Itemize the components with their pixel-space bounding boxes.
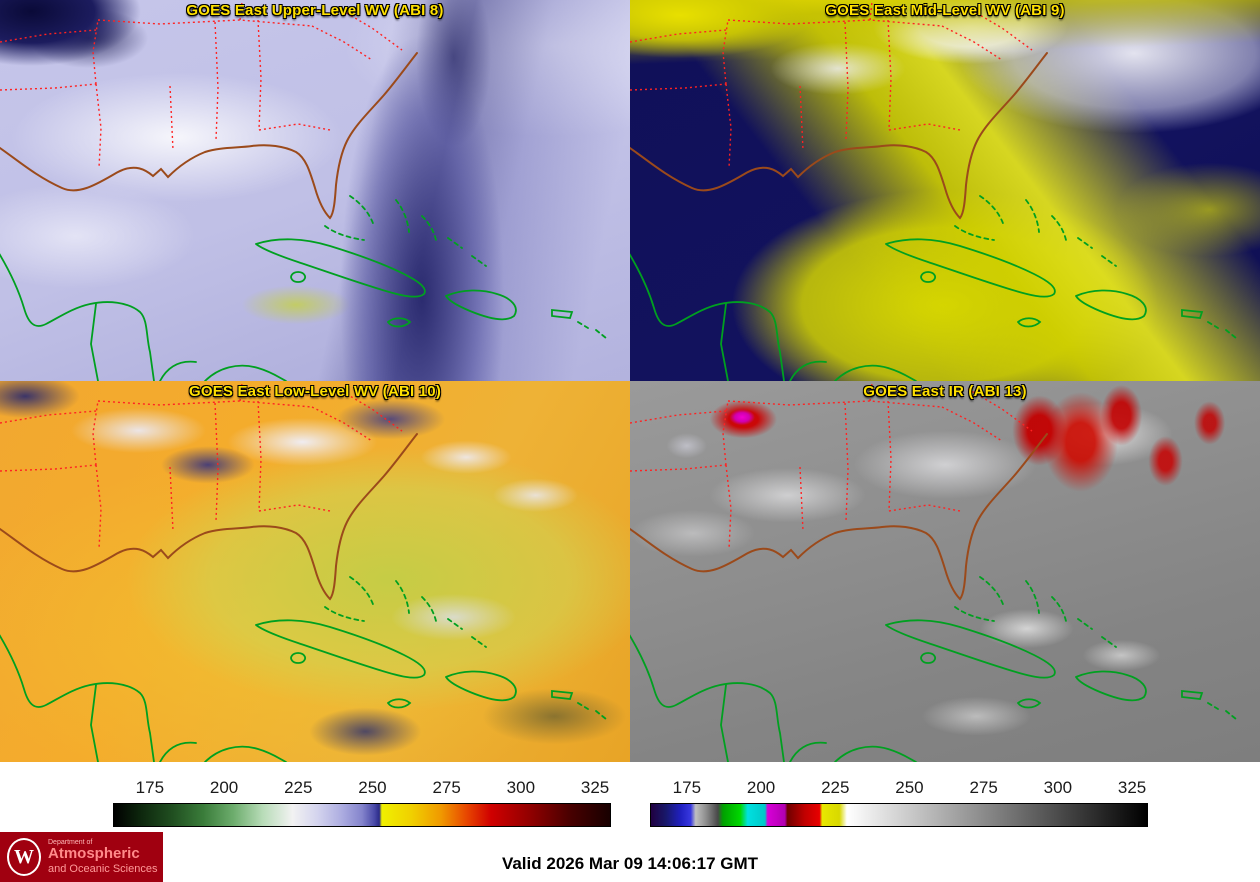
logo-dept-line: Department of (48, 838, 93, 846)
logo-name-line2: and Oceanic Sciences (48, 863, 158, 876)
ir-colorbar-tick-labels: 175 200 225 250 275 300 325 (650, 776, 1148, 800)
crest-letter: W (14, 845, 34, 868)
panel-title-abi13: GOES East IR (ABI 13) (863, 383, 1027, 400)
wv-temperature-colorbar (113, 803, 611, 827)
wv-colorbar-tick-labels: 175 200 225 250 275 300 325 (113, 776, 611, 800)
tick-label: 275 (969, 778, 998, 797)
wv-colorbar-group: 175 200 225 250 275 300 325 (113, 776, 611, 828)
tick-label: 225 (821, 778, 850, 797)
panel-low-level-wv-abi10: GOES East Low-Level WV (ABI 10) (0, 381, 630, 762)
tick-label: 225 (284, 778, 313, 797)
panel-mid-level-wv-abi9: GOES East Mid-Level WV (ABI 9) (630, 0, 1260, 381)
map-overlay-abi9 (630, 1, 1237, 381)
tick-label: 200 (209, 778, 239, 797)
map-overlay-abi13 (630, 382, 1237, 762)
panel-upper-level-wv-abi8: GOES East Upper-Level WV (ABI 8) (0, 0, 630, 381)
valid-time-label: Valid 2026 Mar 09 14:06:17 GMT (501, 854, 759, 873)
tick-label: 175 (135, 778, 165, 797)
map-overlay-abi8 (0, 1, 607, 381)
tick-label: 325 (1117, 778, 1147, 797)
tick-label: 250 (895, 778, 924, 797)
panel-title-abi9: GOES East Mid-Level WV (ABI 9) (825, 2, 1065, 19)
panel-grid: GOES East Upper-Level WV (ABI 8) GOES Ea… (0, 0, 1260, 762)
map-overlay-abi10 (0, 382, 607, 762)
uw-aos-logo: W Department of Atmospheric and Oceanic … (0, 832, 163, 882)
tick-label: 275 (432, 778, 461, 797)
logo-text: Department of Atmospheric and Oceanic Sc… (48, 839, 157, 876)
ir-temperature-colorbar (650, 803, 1148, 827)
ir-colorbar-group: 175 200 225 250 275 300 325 (650, 776, 1148, 828)
panel-title-abi8: GOES East Upper-Level WV (ABI 8) (186, 2, 444, 19)
tick-label: 325 (580, 778, 610, 797)
tick-label: 300 (1043, 778, 1073, 797)
footer: 175 200 225 250 275 300 325 175 200 225 … (0, 762, 1260, 882)
tick-label: 250 (358, 778, 387, 797)
tick-label: 175 (672, 778, 702, 797)
panel-ir-abi13: GOES East IR (ABI 13) (630, 381, 1260, 762)
logo-name-line1: Atmospheric (48, 845, 140, 863)
tick-label: 200 (746, 778, 776, 797)
tick-label: 300 (506, 778, 536, 797)
panel-title-abi10: GOES East Low-Level WV (ABI 10) (188, 383, 442, 400)
uw-crest-icon: W (7, 838, 41, 876)
